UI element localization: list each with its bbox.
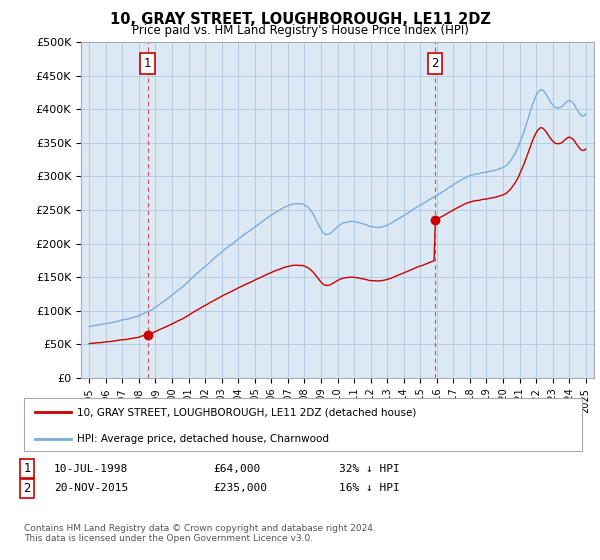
Text: 2: 2: [431, 57, 439, 70]
Text: 32% ↓ HPI: 32% ↓ HPI: [339, 464, 400, 474]
FancyBboxPatch shape: [24, 398, 582, 451]
Text: Contains HM Land Registry data © Crown copyright and database right 2024.
This d: Contains HM Land Registry data © Crown c…: [24, 524, 376, 543]
Text: 2: 2: [23, 482, 31, 495]
Text: 1: 1: [144, 57, 151, 70]
Text: 16% ↓ HPI: 16% ↓ HPI: [339, 483, 400, 493]
Point: [143, 330, 152, 339]
Text: £235,000: £235,000: [213, 483, 267, 493]
Text: 10, GRAY STREET, LOUGHBOROUGH, LE11 2DZ: 10, GRAY STREET, LOUGHBOROUGH, LE11 2DZ: [110, 12, 490, 27]
Text: 10-JUL-1998: 10-JUL-1998: [54, 464, 128, 474]
Text: 1: 1: [23, 462, 31, 475]
Point: [430, 216, 440, 225]
Text: HPI: Average price, detached house, Charnwood: HPI: Average price, detached house, Char…: [77, 434, 329, 444]
Text: £64,000: £64,000: [213, 464, 260, 474]
Text: Price paid vs. HM Land Registry's House Price Index (HPI): Price paid vs. HM Land Registry's House …: [131, 24, 469, 36]
Text: 20-NOV-2015: 20-NOV-2015: [54, 483, 128, 493]
Text: 10, GRAY STREET, LOUGHBOROUGH, LE11 2DZ (detached house): 10, GRAY STREET, LOUGHBOROUGH, LE11 2DZ …: [77, 408, 416, 418]
